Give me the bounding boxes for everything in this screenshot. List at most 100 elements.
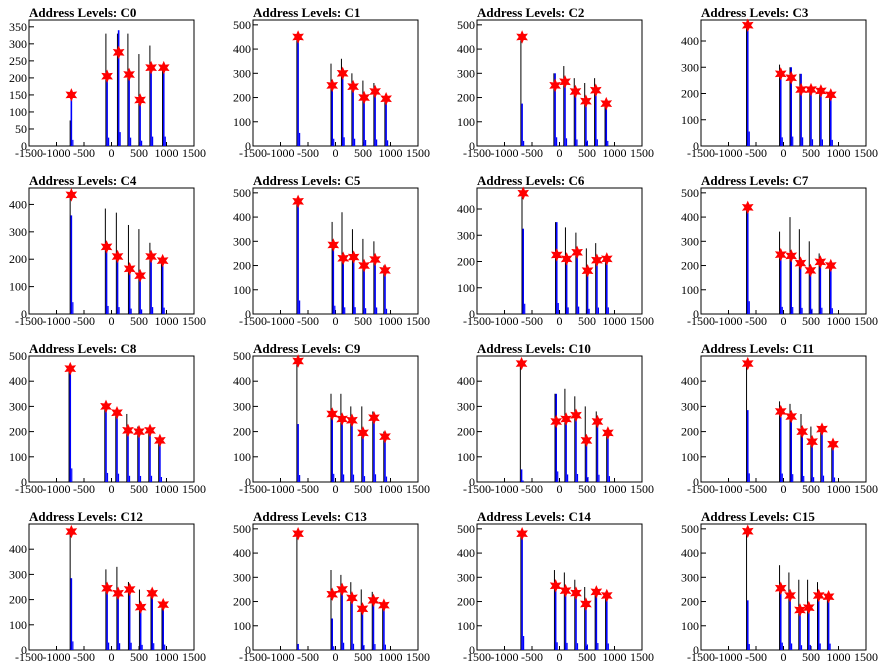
x-tick-label: -1000 bbox=[491, 146, 519, 160]
y-tick-label: 500 bbox=[681, 522, 699, 536]
level-star-marker bbox=[812, 588, 825, 603]
y-tick-label: 200 bbox=[233, 91, 251, 105]
x-tick-label: -1500 bbox=[463, 314, 491, 328]
x-tick-label: 1000 bbox=[379, 482, 403, 496]
y-tick-label: 0 bbox=[245, 475, 251, 489]
y-tick-label: 300 bbox=[681, 60, 699, 74]
y-tick-label: 200 bbox=[457, 91, 475, 105]
y-tick-label: 400 bbox=[233, 210, 251, 224]
level-star-marker bbox=[64, 361, 77, 376]
x-tick-label: 1500 bbox=[630, 482, 654, 496]
y-tick-label: 0 bbox=[469, 475, 475, 489]
y-tick-label: 400 bbox=[457, 374, 475, 388]
chart-panel: Address Levels: C12 0 100 200 300 400 -1500 -10… bbox=[9, 509, 206, 664]
x-tick-label: -1000 bbox=[43, 482, 71, 496]
x-tick-label: -1000 bbox=[43, 314, 71, 328]
x-tick-label: -1500 bbox=[463, 482, 491, 496]
level-star-marker bbox=[134, 268, 146, 283]
x-tick-label: -1000 bbox=[715, 146, 743, 160]
level-star-marker bbox=[774, 67, 787, 81]
x-tick-label: 1500 bbox=[630, 650, 654, 664]
x-tick-label: 1000 bbox=[827, 146, 851, 160]
x-tick-label: -1000 bbox=[267, 146, 295, 160]
level-star-marker bbox=[358, 258, 370, 273]
chart-panel: Address Levels: C70100200300400500-1500-… bbox=[681, 173, 878, 328]
level-star-marker bbox=[515, 356, 528, 371]
x-tick-label: 0 bbox=[109, 482, 115, 496]
level-star-marker bbox=[145, 60, 157, 75]
level-star-marker bbox=[378, 598, 390, 612]
x-tick-label: -500 bbox=[73, 482, 95, 496]
y-tick-label: 100 bbox=[233, 283, 251, 297]
y-tick-label: 200 bbox=[681, 595, 699, 609]
chart-panel: Address Levels: C13 0 100 200 300 400 500 -1500… bbox=[233, 509, 430, 664]
x-tick-label: 1500 bbox=[854, 482, 878, 496]
y-tick-label: 0 bbox=[693, 643, 699, 657]
level-star-marker bbox=[774, 247, 787, 262]
chart-panel: Address Levels: C11 0 100 200 300 400 -1500 -10… bbox=[681, 341, 878, 496]
level-star-marker bbox=[785, 409, 798, 424]
y-tick-label: 0 bbox=[469, 643, 475, 657]
x-tick-label: 0 bbox=[333, 314, 339, 328]
level-star-marker bbox=[550, 248, 563, 262]
level-star-marker bbox=[774, 581, 787, 595]
chart-panel: Address Levels: C80100200300400500-1500-… bbox=[9, 341, 206, 496]
level-star-marker bbox=[326, 587, 339, 602]
x-tick-label: 0 bbox=[781, 314, 787, 328]
level-star-marker bbox=[123, 262, 136, 276]
y-tick-label: 500 bbox=[233, 186, 251, 200]
level-star-marker bbox=[357, 426, 369, 440]
x-tick-label: -1500 bbox=[687, 482, 715, 496]
y-tick-label: 0 bbox=[693, 475, 699, 489]
level-star-marker bbox=[336, 66, 349, 81]
y-tick-label: 0 bbox=[469, 139, 475, 153]
x-tick-label: 500 bbox=[354, 314, 372, 328]
x-tick-label: 1000 bbox=[155, 314, 179, 328]
level-star-marker bbox=[785, 249, 798, 263]
y-tick-label: 300 bbox=[681, 399, 699, 413]
chart-title: Address Levels: C14 bbox=[477, 509, 591, 524]
level-star-marker bbox=[101, 581, 113, 596]
chart-title: Address Levels: C15 bbox=[701, 509, 815, 524]
x-tick-label: 0 bbox=[333, 650, 339, 664]
y-tick-label: 300 bbox=[457, 228, 475, 242]
x-tick-label: -1000 bbox=[715, 650, 743, 664]
level-star-marker bbox=[814, 255, 827, 269]
x-tick-label: 500 bbox=[578, 650, 596, 664]
level-star-marker bbox=[600, 588, 613, 603]
level-star-marker bbox=[123, 67, 135, 82]
level-star-marker bbox=[336, 582, 348, 597]
x-tick-label: 1500 bbox=[406, 482, 430, 496]
chart-title: Address Levels: C3 bbox=[701, 5, 809, 20]
level-star-marker bbox=[156, 253, 169, 268]
level-star-marker bbox=[549, 78, 561, 93]
level-star-marker bbox=[111, 249, 124, 264]
x-tick-label: 500 bbox=[578, 146, 596, 160]
level-star-marker bbox=[516, 526, 528, 541]
x-tick-label: -500 bbox=[745, 314, 767, 328]
y-tick-label: 300 bbox=[9, 225, 27, 239]
y-tick-label: 200 bbox=[457, 595, 475, 609]
y-tick-label: 400 bbox=[9, 374, 27, 388]
plot-frame bbox=[700, 355, 867, 483]
y-tick-label: 100 bbox=[457, 619, 475, 633]
x-tick-label: -500 bbox=[745, 146, 767, 160]
y-tick-label: 100 bbox=[233, 450, 251, 464]
level-star-marker bbox=[123, 582, 136, 597]
y-tick-label: 400 bbox=[9, 197, 27, 211]
x-tick-label: -500 bbox=[297, 650, 319, 664]
y-tick-label: 400 bbox=[681, 210, 699, 224]
chart-panel: Address Levels: C90100200300400500-1500-… bbox=[233, 341, 430, 496]
y-tick-label: 100 bbox=[233, 619, 251, 633]
level-star-marker bbox=[822, 589, 835, 604]
x-tick-label: -500 bbox=[521, 650, 543, 664]
x-tick-label: -1500 bbox=[15, 482, 43, 496]
level-star-marker bbox=[550, 414, 563, 429]
level-star-marker bbox=[815, 84, 827, 98]
chart-panel: Address Levels: C4 0 100 200 300 400 -1500 -100… bbox=[9, 173, 206, 328]
x-tick-label: 500 bbox=[354, 482, 372, 496]
plot-frame bbox=[252, 187, 419, 315]
y-tick-label: 0 bbox=[245, 643, 251, 657]
level-star-marker bbox=[157, 60, 170, 75]
x-tick-label: -1000 bbox=[491, 314, 519, 328]
